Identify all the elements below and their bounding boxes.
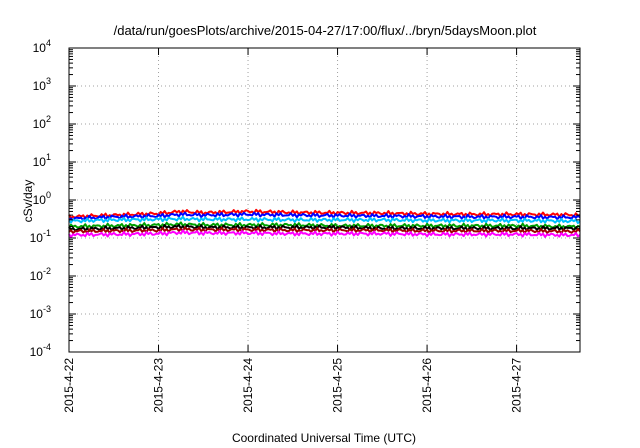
x-tick-label: 2015-4-26 [420,358,434,413]
y-tick-label: 103 [33,76,51,93]
y-tick-label: 102 [33,114,51,131]
chart-title: /data/run/goesPlots/archive/2015-04-27/1… [114,23,537,38]
y-tick-label: 10-3 [30,304,51,321]
x-tick-label: 2015-4-23 [152,358,166,413]
y-tick-label: 10-1 [30,228,51,245]
x-tick-label: 2015-4-25 [331,358,345,413]
series-line [68,211,581,222]
y-tick-exponent: 3 [46,76,51,86]
y-tick-label: 10-4 [30,342,51,359]
series-line [68,221,581,230]
y-tick-exponent: -2 [43,266,51,276]
y-tick-label: 101 [33,152,51,169]
series-line [68,224,581,232]
y-tick-exponent: 4 [46,38,51,48]
series-group [68,208,581,239]
x-tick-label: 2015-4-27 [510,358,524,413]
x-tick-label: 2015-4-22 [62,358,76,413]
y-axis-label: cSv/day [21,180,35,223]
y-tick-label: 104 [33,38,51,55]
y-tick-exponent: -3 [43,304,51,314]
x-axis-label: Coordinated Universal Time (UTC) [232,431,416,445]
y-tick-exponent: 1 [46,152,51,162]
y-tick-label: 100 [33,190,51,207]
y-tick-exponent: 2 [46,114,51,124]
series-line [68,226,581,235]
series-line [68,215,581,225]
x-tick-label: 2015-4-24 [241,358,255,413]
series-line [68,208,581,220]
y-tick-label: 10-2 [30,266,51,283]
y-tick-exponent: -4 [43,342,51,352]
y-tick-exponent: 0 [46,190,51,200]
x-axis: 2015-4-22 2015-4-23 2015-4-24 2015-4-25 2015… [62,48,524,413]
y-tick-exponent: -1 [43,228,51,238]
grid [69,48,580,352]
series-line [68,229,581,239]
